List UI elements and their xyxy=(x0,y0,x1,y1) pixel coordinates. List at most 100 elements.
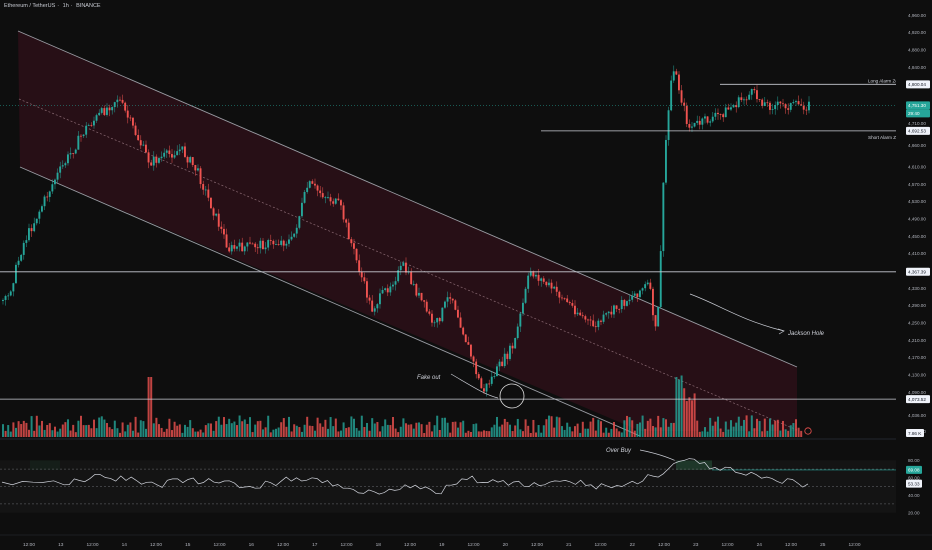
rsi-tick: 40.00 xyxy=(908,493,920,498)
volume-bar xyxy=(256,421,259,437)
candle-body xyxy=(488,383,491,385)
volume-bar xyxy=(787,430,790,437)
candle-body xyxy=(675,71,678,75)
volume-bar xyxy=(306,416,309,437)
volume-bar xyxy=(470,431,472,437)
volume-bar xyxy=(529,432,532,437)
volume-bar xyxy=(56,431,59,437)
volume-bar xyxy=(693,393,696,437)
candle-body xyxy=(173,155,176,158)
candle-body xyxy=(693,122,696,127)
candle-body xyxy=(342,205,345,220)
volume-bar xyxy=(628,417,631,437)
candle-body xyxy=(722,114,725,118)
rsi-value-tag xyxy=(906,479,922,488)
volume-bar xyxy=(667,426,670,437)
candle-body xyxy=(142,144,145,146)
candle-body xyxy=(176,151,179,156)
candle-body xyxy=(613,305,615,315)
volume-bar xyxy=(301,431,303,437)
time-tick: 12:00 xyxy=(785,542,797,548)
candle-body xyxy=(243,246,246,252)
volume-bar xyxy=(561,426,563,437)
volume-bar xyxy=(116,428,119,437)
alert-icon xyxy=(804,427,812,435)
candle-body xyxy=(155,156,158,163)
candle-body xyxy=(345,219,348,223)
time-tick: 12:00 xyxy=(86,542,98,548)
candle-body xyxy=(194,165,197,171)
candle-body xyxy=(337,198,340,201)
candle-body xyxy=(280,240,283,245)
volume-bar xyxy=(405,423,407,437)
volume-bar xyxy=(722,431,725,437)
candle-body xyxy=(314,183,316,186)
candle-body xyxy=(685,105,688,124)
fake-out-label: Fake out xyxy=(417,375,441,381)
candle-body xyxy=(43,196,46,207)
candle-body xyxy=(730,107,732,110)
volume-bar xyxy=(360,415,363,437)
candle-body xyxy=(113,102,116,108)
volume-bar xyxy=(649,418,652,437)
candle-body xyxy=(100,108,103,113)
volume-bar xyxy=(4,430,7,437)
candle-body xyxy=(397,270,400,282)
volume-bar xyxy=(789,425,792,437)
volume-bar xyxy=(545,419,548,437)
time-tick: 12:00 xyxy=(340,542,352,548)
candle-body xyxy=(220,226,223,229)
volume-bar xyxy=(449,432,452,437)
candle-body xyxy=(506,353,509,359)
candle-body xyxy=(355,248,358,261)
candle-body xyxy=(132,117,134,126)
candle-body xyxy=(353,243,355,249)
candle-body xyxy=(431,313,433,323)
candle-body xyxy=(225,234,228,248)
price-tick: 4,090.00 xyxy=(908,390,926,395)
price-tick: 4,490.00 xyxy=(908,216,926,221)
price-tick: 4,036.00 xyxy=(908,413,926,418)
volume-bar xyxy=(459,422,462,437)
volume-bar xyxy=(381,426,384,437)
volume-bar xyxy=(186,426,189,437)
candle-body xyxy=(756,90,758,100)
fake-out-circle xyxy=(499,383,525,409)
candle-body xyxy=(121,99,124,103)
short-alarm-label: Short Alarm Zone xyxy=(868,135,904,140)
symbol-name[interactable]: Ethereum / TetherUS xyxy=(4,3,56,9)
candle-body xyxy=(792,102,795,104)
candle-body xyxy=(124,102,127,111)
volume-bar xyxy=(425,424,428,437)
volume-bar xyxy=(100,416,103,437)
volume-bar xyxy=(207,423,210,437)
candle-body xyxy=(290,236,293,240)
jackson-hole-label: Jackson Hole xyxy=(787,331,825,337)
candle-body xyxy=(358,260,361,272)
volume-bar xyxy=(756,418,758,437)
timeframe[interactable]: 1h xyxy=(62,3,69,9)
candle-body xyxy=(587,319,589,321)
candle-body xyxy=(779,101,782,104)
candle-body xyxy=(321,193,324,198)
volume-bar xyxy=(454,421,457,437)
volume-bar xyxy=(152,423,155,437)
volume-bar xyxy=(150,377,153,437)
volume-bar xyxy=(215,421,218,437)
candle-body xyxy=(20,254,23,261)
candle-body xyxy=(436,318,439,323)
candle-body xyxy=(696,120,699,123)
candle-body xyxy=(774,104,777,110)
volume-bar xyxy=(428,421,431,437)
time-tick: 12:00 xyxy=(848,542,860,548)
volume-value: 7.86 K xyxy=(908,431,922,436)
candle-body xyxy=(418,292,420,296)
candle-body xyxy=(548,282,550,286)
candle-body xyxy=(620,299,623,310)
volume-bar xyxy=(467,430,470,437)
price-axis-bg xyxy=(896,0,932,438)
candle-body xyxy=(503,353,506,367)
candle-body xyxy=(501,361,504,367)
candle-body xyxy=(223,228,225,235)
